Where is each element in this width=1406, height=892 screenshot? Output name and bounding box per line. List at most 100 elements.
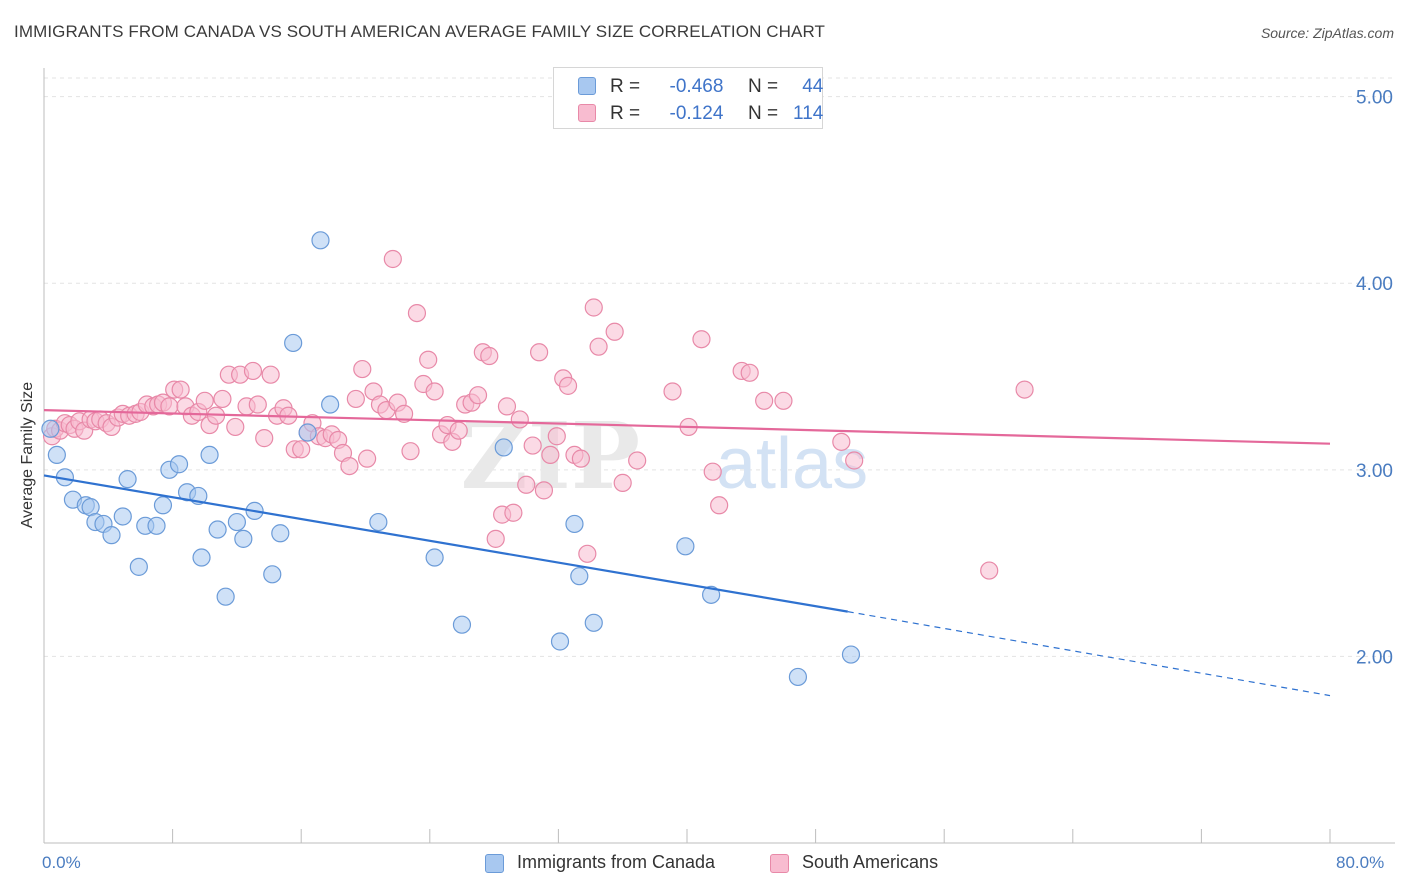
canada-point-26 <box>263 565 282 584</box>
south-americans-point-92 <box>584 298 603 317</box>
canada-point-14 <box>153 496 173 515</box>
south-americans-point-104 <box>755 391 774 410</box>
south-americans-point-107 <box>845 451 864 470</box>
legend-label-canada: Immigrants from Canada <box>517 852 716 872</box>
south-americans-point-86 <box>547 427 566 446</box>
canada-point-34 <box>452 615 472 634</box>
canada-point-0 <box>41 419 60 438</box>
chart-title: IMMIGRANTS FROM CANADA VS SOUTH AMERICAN… <box>14 22 826 41</box>
south-americans-point-95 <box>613 473 632 492</box>
canada-point-20 <box>200 445 219 465</box>
south-americans-point-44 <box>292 440 311 459</box>
legend-swatch-canada <box>485 854 504 873</box>
south-americans-trend-line <box>43 409 1331 445</box>
south-americans-point-75 <box>480 346 499 366</box>
south-americans-point-93 <box>589 337 608 356</box>
south-americans-point-39 <box>261 365 280 384</box>
canada-point-39 <box>584 613 603 632</box>
south-americans-point-55 <box>358 449 377 468</box>
canada-point-16 <box>169 455 189 474</box>
south-americans-point-96 <box>628 451 647 470</box>
canada-point-21 <box>208 520 227 539</box>
canada-trend-line <box>43 474 848 613</box>
canada-point-37 <box>565 514 584 534</box>
y-tick-labels: 2.00 3.00 4.00 5.00 <box>1356 88 1393 669</box>
trend-lines <box>43 409 1331 697</box>
y-tick-label-3: 5.00 <box>1356 88 1393 109</box>
south-americans-point-62 <box>401 442 420 461</box>
canada-point-36 <box>550 632 570 651</box>
south-americans-point-31 <box>213 389 232 409</box>
south-americans-point-70 <box>449 421 468 440</box>
canada-point-38 <box>570 567 589 586</box>
canada-point-33 <box>425 548 444 567</box>
south-americans-point-82 <box>523 436 542 455</box>
canada-point-10 <box>118 470 137 489</box>
canada-trend-extension <box>847 611 1331 697</box>
south-americans-point-24 <box>171 380 190 399</box>
canada-point-27 <box>271 524 290 543</box>
south-americans-point-94 <box>605 322 624 341</box>
r-label: R = <box>610 76 641 97</box>
r-value-south-americans: -0.124 <box>669 103 724 124</box>
south-americans-point-65 <box>419 350 438 369</box>
south-americans-point-97 <box>663 382 682 401</box>
canada-point-11 <box>129 557 148 576</box>
south-americans-point-52 <box>340 456 359 476</box>
canada-point-23 <box>227 512 246 532</box>
south-americans-point-53 <box>346 389 365 409</box>
south-americans-point-54 <box>353 359 372 379</box>
south-americans-point-108 <box>980 561 999 580</box>
south-americans-point-101 <box>710 496 729 515</box>
canada-point-19 <box>192 548 211 567</box>
south-americans-point-73 <box>468 386 488 405</box>
n-label: N = <box>747 76 779 97</box>
y-tick-label-1: 3.00 <box>1356 461 1393 482</box>
canada-point-31 <box>321 395 340 414</box>
south-americans-point-99 <box>692 330 711 349</box>
south-americans-point-76 <box>486 529 505 548</box>
south-americans-point-91 <box>578 544 597 563</box>
r-label: R = <box>610 103 641 124</box>
canada-point-29 <box>298 423 317 442</box>
south-americans-point-81 <box>517 475 536 494</box>
y-tick-label-0: 2.00 <box>1356 647 1393 668</box>
south-americans-point-38 <box>255 429 274 448</box>
south-americans-point-33 <box>226 417 245 437</box>
south-americans-point-80 <box>510 410 529 429</box>
canada-point-43 <box>841 645 861 664</box>
south-americans-point-88 <box>558 376 578 395</box>
south-americans-point-36 <box>243 361 263 381</box>
south-americans-point-100 <box>703 462 722 481</box>
south-americans-point-79 <box>504 503 523 522</box>
legend-swatch-canada <box>578 77 596 95</box>
south-americans-point-84 <box>534 481 554 500</box>
south-americans-point-28 <box>195 391 214 410</box>
axes <box>43 68 1395 844</box>
south-americans-point-78 <box>497 397 517 416</box>
x-tick-label-max: 80.0% <box>1336 853 1385 872</box>
south-americans-point-61 <box>394 404 414 423</box>
correlation-legend: R = -0.468 N = 44 R = -0.124 N = 114 <box>553 67 823 129</box>
canada-point-24 <box>234 529 253 548</box>
n-value-south-americans: 114 <box>793 103 824 124</box>
south-americans-points <box>42 249 1034 580</box>
south-americans-point-105 <box>774 391 793 410</box>
canada-point-32 <box>369 512 388 532</box>
canada-point-28 <box>284 333 303 353</box>
canada-point-42 <box>788 667 808 687</box>
south-americans-point-63 <box>407 303 427 323</box>
canada-point-13 <box>147 516 166 535</box>
canada-point-41 <box>702 585 721 604</box>
south-americans-point-90 <box>571 449 591 468</box>
south-americans-point-85 <box>541 445 560 465</box>
legend-label-south-americans: South Americans <box>802 852 939 872</box>
south-americans-point-109 <box>1015 380 1034 399</box>
legend-swatch-south-americans <box>770 854 789 873</box>
n-value-canada: 44 <box>802 76 824 97</box>
south-americans-point-37 <box>248 395 267 414</box>
source-label: Source: ZipAtlas.com <box>1260 25 1394 41</box>
south-americans-point-103 <box>740 363 759 382</box>
canada-point-8 <box>102 526 121 545</box>
